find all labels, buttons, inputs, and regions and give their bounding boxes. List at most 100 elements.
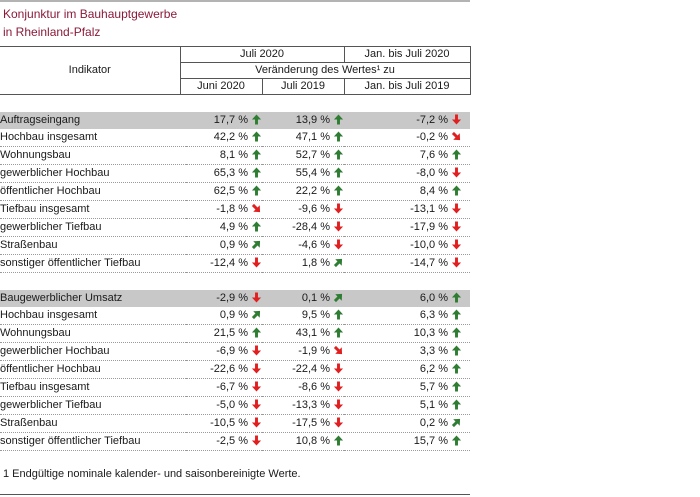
value-cell: 17,7 % (186, 112, 262, 129)
value-cell: 55,4 % (262, 164, 344, 183)
arrow-up-icon (251, 327, 262, 338)
table-row: gewerblicher Tiefbau 4,9 % -28,4 % -17,9 % (0, 218, 470, 237)
arrow-up-right-icon (251, 309, 262, 320)
arrow-down-icon (451, 167, 462, 178)
value-cell: -22,6 % (186, 360, 262, 379)
value-text: 10,3 % (413, 327, 448, 339)
arrow-down-icon (451, 239, 462, 250)
row-label: Baugewerblicher Umsatz (0, 290, 186, 307)
row-label: Tiefbau insgesamt (0, 378, 186, 397)
arrow-up-icon (451, 292, 462, 303)
value-text: 0,9 % (219, 309, 248, 321)
value-text: -13,1 % (410, 203, 448, 215)
value-text: 47,1 % (295, 131, 330, 143)
value-text: 22,2 % (295, 185, 330, 197)
arrow-up-icon (251, 131, 262, 142)
value-text: 0,9 % (219, 239, 248, 251)
arrow-up-icon (451, 345, 462, 356)
spacer-row (0, 273, 470, 291)
value-text: -7,2 % (416, 114, 448, 126)
value-cell: -8,0 % (344, 164, 470, 183)
row-label: Straßenbau (0, 236, 186, 255)
value-cell: 47,1 % (262, 129, 344, 147)
arrow-up-right-icon (451, 417, 462, 428)
row-label: Wohnungsbau (0, 146, 186, 165)
value-text: -5,0 % (216, 399, 248, 411)
arrow-up-icon (451, 435, 462, 446)
value-text: 0,2 % (419, 417, 448, 429)
value-cell: -12,4 % (186, 254, 262, 273)
value-text: 62,5 % (213, 185, 248, 197)
value-cell: -28,4 % (262, 218, 344, 237)
value-cell: -13,1 % (344, 200, 470, 219)
value-cell: 9,5 % (262, 307, 344, 325)
value-cell: 22,2 % (262, 182, 344, 201)
value-cell: 6,3 % (344, 307, 470, 325)
value-cell: 6,2 % (344, 360, 470, 379)
arrow-up-icon (251, 221, 262, 232)
value-text: 6,2 % (419, 363, 448, 375)
arrow-down-icon (251, 417, 262, 428)
arrow-up-icon (451, 149, 462, 160)
value-text: -13,3 % (292, 399, 330, 411)
arrow-up-icon (251, 149, 262, 160)
arrow-up-icon (451, 185, 462, 196)
header-col-jan-juli-2019: Jan. bis Juli 2019 (343, 78, 471, 95)
value-text: 42,2 % (213, 131, 248, 143)
row-label: öffentlicher Hochbau (0, 360, 186, 379)
table-row: Tiefbau insgesamt -6,7 % -8,6 % 5,7 % (0, 378, 470, 397)
table-row: Hochbau insgesamt 0,9 % 9,5 % 6,3 % (0, 307, 470, 325)
value-cell: -6,7 % (186, 378, 262, 397)
table-row: öffentlicher Hochbau -22,6 % -22,4 % 6,2 % (0, 360, 470, 379)
value-cell: -6,9 % (186, 342, 262, 361)
value-cell: 4,9 % (186, 218, 262, 237)
arrow-down-icon (251, 292, 262, 303)
value-cell: -2,5 % (186, 432, 262, 451)
table-row: Wohnungsbau 21,5 % 43,1 % 10,3 % (0, 324, 470, 343)
table-row: sonstiger öffentlicher Tiefbau -12,4 % 1,8… (0, 254, 470, 273)
arrow-up-icon (251, 185, 262, 196)
arrow-up-icon (333, 167, 344, 178)
value-cell: 8,1 % (186, 146, 262, 165)
value-text: -1,9 % (298, 345, 330, 357)
table-header: Indikator Juli 2020 Jan. bis Juli 2020 V… (0, 46, 471, 95)
value-text: 6,0 % (419, 292, 448, 304)
row-label: gewerblicher Hochbau (0, 342, 186, 361)
value-text: 0,1 % (301, 292, 330, 304)
row-label: sonstiger öffentlicher Tiefbau (0, 254, 186, 273)
arrow-down-right-icon (451, 131, 462, 142)
arrow-down-icon (251, 257, 262, 268)
arrow-up-icon (251, 167, 262, 178)
arrow-down-icon (333, 381, 344, 392)
row-label: Straßenbau (0, 414, 186, 433)
value-text: -2,5 % (216, 435, 248, 447)
value-cell: -9,6 % (262, 200, 344, 219)
value-text: 7,6 % (419, 149, 448, 161)
arrow-down-icon (251, 345, 262, 356)
row-label: öffentlicher Hochbau (0, 182, 186, 201)
row-label: Auftragseingang (0, 112, 186, 129)
arrow-down-icon (333, 399, 344, 410)
arrow-up-icon (333, 435, 344, 446)
arrow-up-icon (251, 114, 262, 125)
arrow-down-icon (333, 203, 344, 214)
value-cell: 21,5 % (186, 324, 262, 343)
arrow-down-icon (333, 363, 344, 374)
value-text: 5,7 % (419, 381, 448, 393)
value-cell: 62,5 % (186, 182, 262, 201)
data-table: Auftragseingang 17,7 % 13,9 % -7,2 % Hochbau… (0, 95, 470, 451)
arrow-down-right-icon (333, 345, 344, 356)
value-text: -9,6 % (298, 203, 330, 215)
value-text: 1,8 % (301, 257, 330, 269)
value-cell: 43,1 % (262, 324, 344, 343)
value-cell: -13,3 % (262, 396, 344, 415)
row-label: Hochbau insgesamt (0, 129, 186, 147)
value-cell: 13,9 % (262, 112, 344, 129)
arrow-up-right-icon (333, 257, 344, 268)
value-cell: -5,0 % (186, 396, 262, 415)
value-text: -8,6 % (298, 381, 330, 393)
arrow-down-right-icon (251, 203, 262, 214)
value-text: 8,4 % (419, 185, 448, 197)
value-cell: 0,9 % (186, 307, 262, 325)
value-text: -22,6 % (210, 363, 248, 375)
